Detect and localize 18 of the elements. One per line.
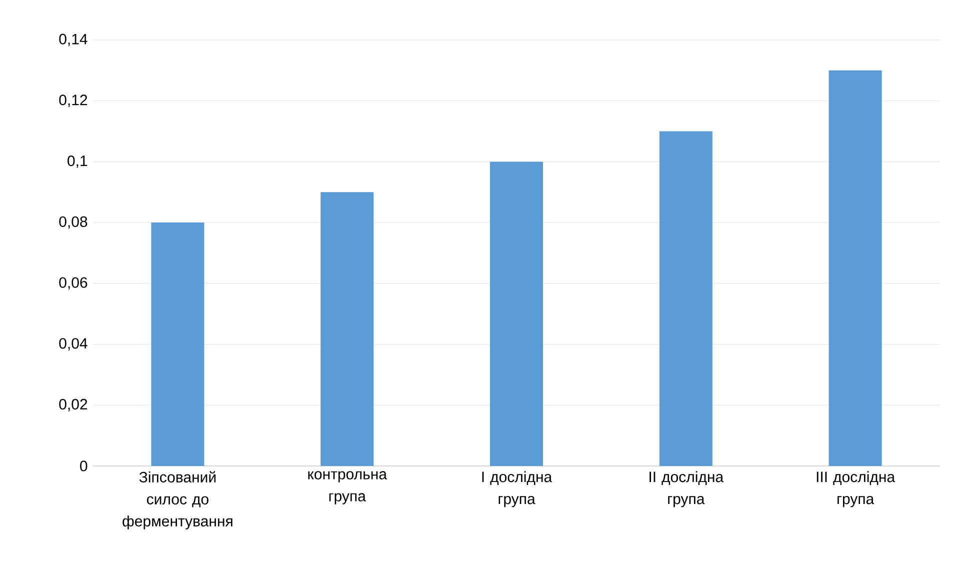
bar xyxy=(659,131,712,466)
x-tick-label: I дослідна група xyxy=(482,471,552,508)
y-tick-label: 0,08 xyxy=(59,216,88,229)
bar xyxy=(320,192,374,466)
y-tick-label: 0 xyxy=(80,460,88,472)
bar xyxy=(490,162,544,466)
y-tick-label: 0,06 xyxy=(59,277,88,290)
x-tick-label: Зіпсований силос до ферментування xyxy=(122,471,232,530)
bar xyxy=(151,222,204,466)
y-tick-label: 0,02 xyxy=(59,398,88,412)
y-tick-label: 0,1 xyxy=(68,156,88,168)
x-tick-label: III дослідна група xyxy=(816,471,896,508)
y-tick-label: 0,14 xyxy=(59,34,88,46)
bar xyxy=(828,70,882,466)
x-tick-label: II дослідна група xyxy=(650,471,724,508)
x-tick-label: контрольна група xyxy=(308,471,387,504)
y-tick-label: 0,04 xyxy=(59,338,88,350)
y-tick-label: 0,12 xyxy=(59,94,88,108)
